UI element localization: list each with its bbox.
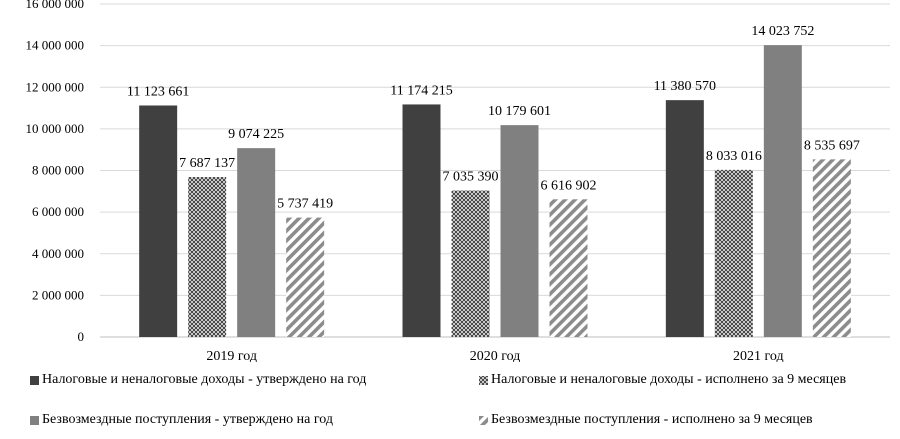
category-label: 2020 год bbox=[470, 349, 521, 362]
bar-grants-approved bbox=[237, 148, 276, 337]
legend-item-tax-approved: Налоговые и неналоговые доходы - утвержд… bbox=[30, 372, 366, 388]
bars bbox=[139, 45, 851, 338]
legend-swatch-solid-gray bbox=[30, 415, 39, 425]
bar-tax-executed bbox=[188, 177, 227, 337]
data-label: 8 535 697 bbox=[804, 138, 860, 153]
legend-item-grants-approved: Безвозмездные поступления - утверждено н… bbox=[30, 412, 333, 428]
bar-grants-executed bbox=[812, 159, 851, 337]
legend-item-grants-executed: Безвозмездные поступления - исполнено за… bbox=[479, 412, 813, 428]
bar-grants-approved bbox=[500, 125, 539, 337]
legend-swatch-crosshatch bbox=[479, 375, 488, 385]
y-tick-label: 8 000 000 bbox=[32, 163, 84, 178]
y-tick-label: 16 000 000 bbox=[26, 0, 85, 11]
bar-tax-executed bbox=[451, 190, 490, 337]
bar-tax-executed bbox=[714, 169, 753, 337]
legend-label: Налоговые и неналоговые доходы - исполне… bbox=[491, 372, 847, 387]
legend-swatch-solid-dark bbox=[30, 375, 39, 385]
x-axis: 2019 год 2020 год 2021 год bbox=[206, 349, 783, 362]
data-label: 11 123 661 bbox=[127, 84, 189, 99]
data-label: 9 074 225 bbox=[228, 127, 284, 142]
bar-tax-approved bbox=[402, 104, 441, 338]
data-label: 7 035 390 bbox=[443, 170, 499, 185]
legend-item-tax-executed: Налоговые и неналоговые доходы - исполне… bbox=[479, 372, 846, 388]
category-label: 2021 год bbox=[733, 349, 784, 362]
y-tick-label: 4 000 000 bbox=[32, 246, 84, 261]
bar-grants-executed bbox=[286, 217, 325, 337]
bar-grants-executed bbox=[549, 199, 588, 337]
legend-label: Безвозмездные поступления - исполнено за… bbox=[491, 412, 813, 427]
y-tick-label: 12 000 000 bbox=[26, 79, 85, 94]
y-tick-label: 10 000 000 bbox=[26, 121, 85, 136]
data-label: 5 737 419 bbox=[277, 197, 333, 212]
legend: Налоговые и неналоговые доходы - утвержд… bbox=[0, 362, 900, 439]
data-label: 10 179 601 bbox=[488, 104, 551, 119]
legend-label: Безвозмездные поступления - утверждено н… bbox=[42, 412, 334, 427]
data-label: 11 380 570 bbox=[654, 79, 716, 94]
data-label: 11 174 215 bbox=[390, 83, 452, 98]
data-label: 14 023 752 bbox=[751, 24, 814, 39]
bar-grants-approved bbox=[763, 45, 802, 337]
y-tick-label: 0 bbox=[78, 329, 85, 344]
legend-swatch-diagonal bbox=[479, 415, 488, 425]
data-label: 8 033 016 bbox=[706, 149, 762, 164]
data-label: 6 616 902 bbox=[541, 178, 597, 193]
y-tick-label: 2 000 000 bbox=[32, 287, 84, 302]
y-axis: 0 2 000 000 4 000 000 6 000 000 8 000 000 10 … bbox=[26, 0, 85, 344]
bar-chart: 0 2 000 000 4 000 000 6 000 000 8 000 000 10 … bbox=[26, 0, 890, 362]
bar-tax-approved bbox=[665, 100, 704, 338]
category-label: 2019 год bbox=[206, 349, 257, 362]
y-tick-label: 6 000 000 bbox=[32, 204, 84, 219]
y-tick-label: 14 000 000 bbox=[26, 38, 85, 53]
data-label: 7 687 137 bbox=[179, 156, 235, 171]
legend-label: Налоговые и неналоговые доходы - утвержд… bbox=[42, 372, 367, 387]
gridlines bbox=[100, 3, 890, 338]
data-labels: 11 123 661 7 687 137 9 074 225 5 737 419 11 … bbox=[127, 24, 860, 211]
bar-tax-approved bbox=[139, 105, 178, 338]
